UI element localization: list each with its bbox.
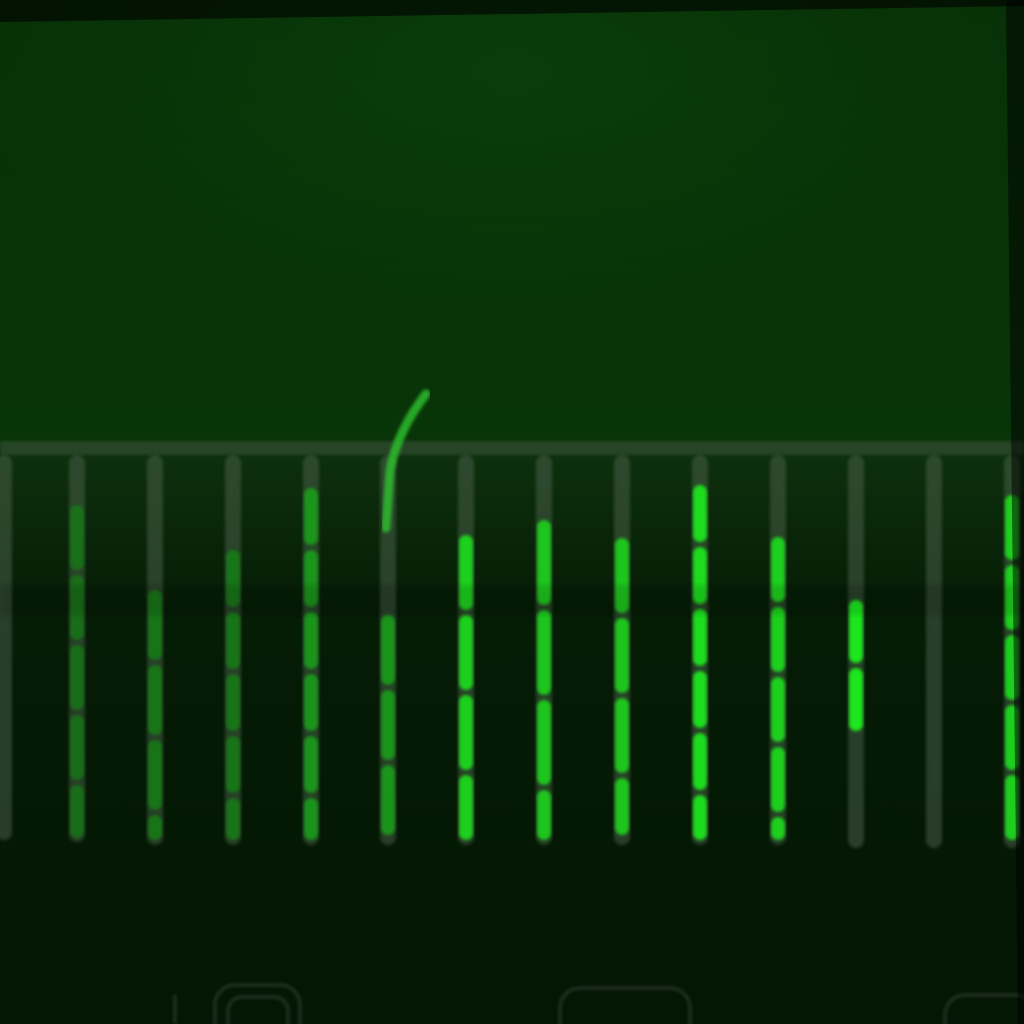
background-glow	[0, 0, 1024, 460]
cell	[70, 645, 84, 710]
cell	[537, 700, 551, 785]
cell	[459, 615, 473, 690]
cell	[693, 485, 707, 542]
cell	[70, 785, 84, 838]
cell	[226, 674, 240, 731]
cell	[304, 736, 318, 793]
cell	[537, 610, 551, 695]
cell	[304, 798, 318, 840]
cell	[615, 618, 629, 693]
cell	[615, 778, 629, 835]
cell	[148, 740, 162, 810]
cell	[304, 488, 318, 545]
cell	[70, 715, 84, 780]
cell	[226, 736, 240, 793]
cell	[459, 775, 473, 840]
main-channel-edge	[0, 441, 1024, 455]
channel	[0, 455, 12, 840]
frame-edge	[1006, 0, 1024, 1024]
cell	[537, 520, 551, 605]
cell	[771, 607, 785, 672]
frame-edge	[0, 0, 1024, 22]
cell	[148, 815, 162, 840]
band-shadow	[0, 585, 1024, 615]
channels	[0, 455, 1024, 848]
cell	[771, 747, 785, 812]
cell	[693, 795, 707, 840]
cell	[537, 790, 551, 840]
cell	[381, 690, 395, 760]
cell	[771, 817, 785, 840]
cell	[381, 615, 395, 685]
cell	[226, 798, 240, 840]
cell	[148, 665, 162, 735]
cell	[849, 668, 863, 731]
cell	[226, 612, 240, 669]
cell	[459, 695, 473, 770]
cell	[615, 698, 629, 773]
filament-cell	[381, 389, 431, 533]
cell	[693, 609, 707, 666]
bottom-structures	[173, 983, 1024, 1024]
cell	[304, 612, 318, 669]
cell	[849, 600, 863, 663]
cell	[693, 733, 707, 790]
cell	[771, 677, 785, 742]
cell	[381, 765, 395, 835]
cell	[693, 671, 707, 728]
channel	[926, 455, 942, 848]
cell	[70, 505, 84, 570]
cell	[304, 674, 318, 731]
